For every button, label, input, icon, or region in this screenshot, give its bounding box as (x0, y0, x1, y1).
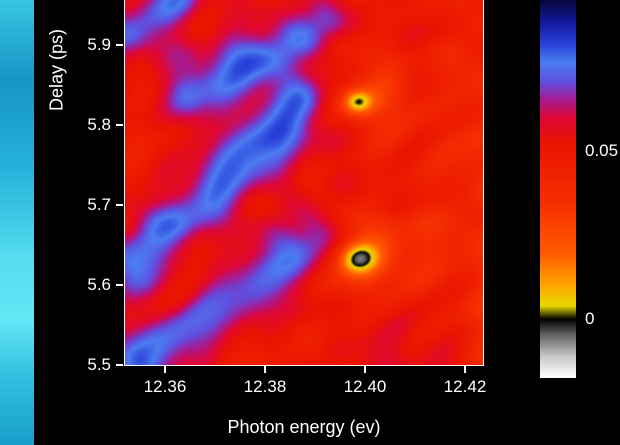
colorbar-tick-label: 0.05 (585, 141, 619, 161)
x-tick-mark (164, 366, 166, 373)
y-tick-mark (116, 124, 123, 126)
x-tick-label: 12.40 (343, 377, 387, 396)
y-tick-label: 5.6 (87, 275, 111, 294)
x-tick-label: 12.42 (443, 377, 487, 396)
axis-line (124, 0, 125, 366)
y-tick-mark (116, 364, 123, 366)
colorbar-tick-label: 0 (585, 309, 595, 329)
y-tick-label: 5.7 (87, 195, 111, 214)
x-tick-mark (264, 366, 266, 373)
axis-line (483, 0, 484, 366)
adjacent-panel-strip (0, 0, 34, 445)
x-tick-mark (364, 366, 366, 373)
y-tick-label: 5.9 (87, 35, 111, 54)
x-tick-label: 12.38 (243, 377, 287, 396)
x-axis-label: Photon energy (ev) (227, 417, 381, 437)
x-tick-mark (464, 366, 466, 373)
axis-line (124, 365, 484, 366)
colorbar (540, 0, 576, 378)
y-tick-mark (116, 204, 123, 206)
heatmap-canvas (125, 0, 483, 365)
y-tick-mark (116, 284, 123, 286)
x-tick-label: 12.36 (143, 377, 187, 396)
y-axis-label: Delay (ps) (46, 28, 67, 112)
y-tick-label: 5.8 (87, 115, 111, 134)
y-tick-mark (116, 44, 123, 46)
y-tick-label: 5.5 (87, 355, 111, 374)
